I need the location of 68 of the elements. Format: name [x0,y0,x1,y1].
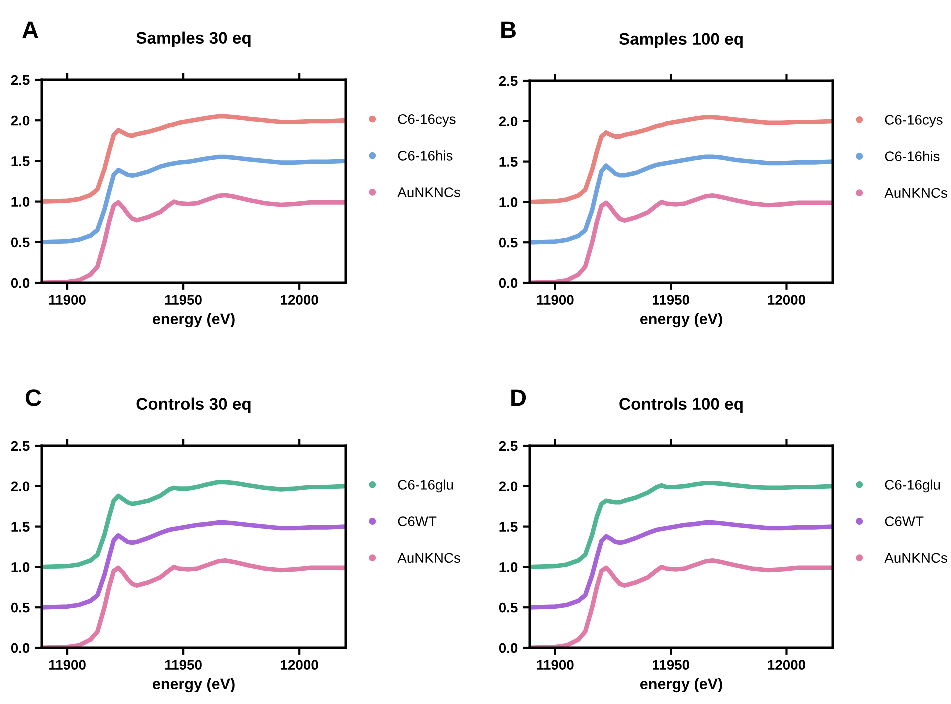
y-tick-label: 0.5 [499,602,518,613]
legend-label: C6-16his [398,150,453,161]
legend-label: C6-16glu [885,480,940,493]
x-axis-title: energy (eV) [640,678,722,693]
y-tick-label: 2.0 [11,482,30,492]
x-tick-label: 11950 [653,660,690,670]
legend-label: AuNKNCs [398,188,460,198]
line-series [530,520,833,610]
y-tick-label: 1.0 [12,197,30,207]
y-tick-label: 2.5 [499,76,518,86]
y-tick-label: 0.0 [11,278,30,288]
legend-label: C6-16cys [885,115,943,128]
legend-label: AuNKNCs [884,188,948,198]
legend-label: C6-16glu [398,480,454,493]
legend-label: C6-16cys [398,114,456,128]
x-axis-title: energy (eV) [152,678,235,693]
chart-title: Samples 100 eq [619,32,743,48]
y-tick-label: 0.0 [499,278,518,288]
legend-label: C6-16his [885,151,940,162]
x-tick-label: 12000 [281,295,318,306]
x-tick-label: 11900 [537,295,574,306]
x-tick-label: 11900 [49,660,86,670]
y-tick-label: 0.0 [499,643,518,654]
y-tick-label: 0.5 [11,238,30,248]
x-tick-label: 12000 [281,660,318,670]
x-tick-label: 11900 [49,295,86,306]
y-tick-label: 1.5 [500,157,518,167]
y-tick-label: 2.0 [499,116,518,127]
legend-label: AuNKNCs [398,553,460,564]
text: A [22,22,38,38]
line-series [42,520,346,610]
y-tick-label: 1.5 [12,156,30,166]
line-series [42,154,346,245]
x-tick-label: 11950 [653,295,690,306]
y-tick-label: 2.5 [499,441,518,452]
line-series [530,115,833,204]
y-tick-label: 1.0 [500,198,518,208]
y-tick-label: 2.0 [499,482,518,492]
x-axis-title: energy (eV) [640,313,722,328]
line-series [530,480,833,570]
line-series [530,154,833,245]
y-tick-label: 1.5 [12,522,30,532]
y-tick-label: 1.5 [500,522,518,532]
x-tick-label: 11950 [166,295,202,306]
x-tick-label: 11900 [537,660,574,670]
y-tick-label: 2.5 [11,441,30,452]
line-series [42,114,346,204]
y-tick-label: 0.0 [11,643,30,654]
y-tick-label: 2.0 [11,116,30,126]
text: C [26,390,42,406]
text: D [512,390,526,406]
text: B [502,22,516,38]
y-tick-label: 1.0 [12,562,30,572]
y-tick-label: 0.5 [499,238,518,248]
chart-title: Samples 30 eq [136,32,251,48]
chart-title: Controls 100 eq [620,398,743,414]
legend-label: C6WT [398,516,437,526]
x-tick-label: 11950 [166,660,202,670]
y-tick-label: 2.5 [11,75,30,86]
y-tick-label: 1.0 [500,562,518,572]
chart-title: Controls 30 eq [136,398,251,414]
legend-label: C6WT [885,516,924,526]
x-axis-title: energy (eV) [152,313,235,328]
x-tick-label: 12000 [768,660,806,670]
line-series [42,480,346,570]
x-tick-label: 12000 [768,295,806,306]
y-tick-label: 0.5 [11,602,30,613]
legend-label: AuNKNCs [884,553,948,564]
